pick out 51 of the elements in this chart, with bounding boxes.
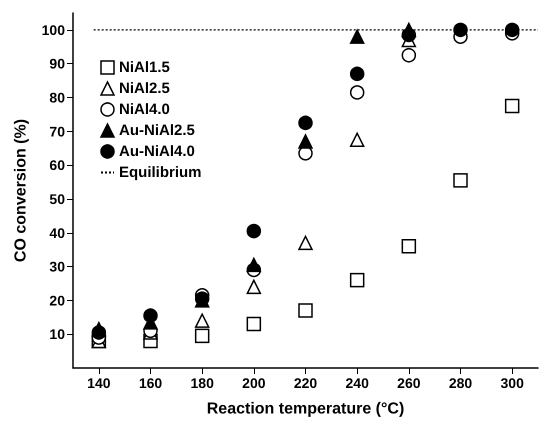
x-tick-label: 220 xyxy=(294,375,318,391)
y-tick-label: 10 xyxy=(49,326,66,342)
point xyxy=(143,308,158,323)
point xyxy=(92,325,106,340)
point xyxy=(246,280,262,294)
y-tick-label: 50 xyxy=(49,190,66,207)
point xyxy=(453,22,468,38)
y-tick-label: 70 xyxy=(49,123,66,140)
point xyxy=(246,224,262,238)
y-tick-label: 60 xyxy=(49,157,66,174)
x-tick-label: 160 xyxy=(138,375,162,391)
point xyxy=(350,66,364,82)
point xyxy=(194,328,210,344)
point xyxy=(453,173,468,188)
x-tick-label: 180 xyxy=(190,375,214,391)
point xyxy=(402,48,416,63)
y-tick-label: 80 xyxy=(49,90,66,106)
point xyxy=(402,28,416,42)
y-tick-label: 90 xyxy=(49,56,66,72)
legend-label: Equilibrium xyxy=(119,164,202,181)
x-tick-label: 260 xyxy=(397,375,421,391)
point xyxy=(298,303,313,318)
point xyxy=(402,239,416,254)
y-axis-title: CO conversion (%) xyxy=(12,118,30,262)
point xyxy=(246,258,262,272)
point xyxy=(298,116,313,130)
y-tick-label: 100 xyxy=(42,22,66,38)
y-tick-label: 20 xyxy=(49,292,66,308)
legend-label: Au-NiAl4.0 xyxy=(119,143,195,160)
point xyxy=(350,132,364,148)
point xyxy=(350,85,364,100)
point xyxy=(298,134,313,149)
point xyxy=(504,98,520,114)
point xyxy=(504,22,520,38)
legend-label: Au-NiAl2.5 xyxy=(119,122,195,139)
x-tick-label: 300 xyxy=(500,375,524,391)
x-tick-label: 200 xyxy=(242,375,266,391)
legend-label: NiAl2.5 xyxy=(119,80,170,97)
x-tick-label: 240 xyxy=(345,375,370,391)
legend-label: NiAl1.5 xyxy=(119,59,170,76)
x-tick-label: 280 xyxy=(448,375,472,391)
point xyxy=(350,272,364,288)
y-tick-label: 30 xyxy=(49,258,66,275)
y-tick-label: 40 xyxy=(49,224,66,241)
point xyxy=(194,313,210,328)
x-axis-title: Reaction temperature (°C) xyxy=(206,400,404,418)
point xyxy=(350,29,364,44)
point xyxy=(246,316,262,332)
point xyxy=(298,236,313,250)
legend-label: NiAl4.0 xyxy=(119,101,170,118)
x-tick-label: 140 xyxy=(87,375,111,391)
